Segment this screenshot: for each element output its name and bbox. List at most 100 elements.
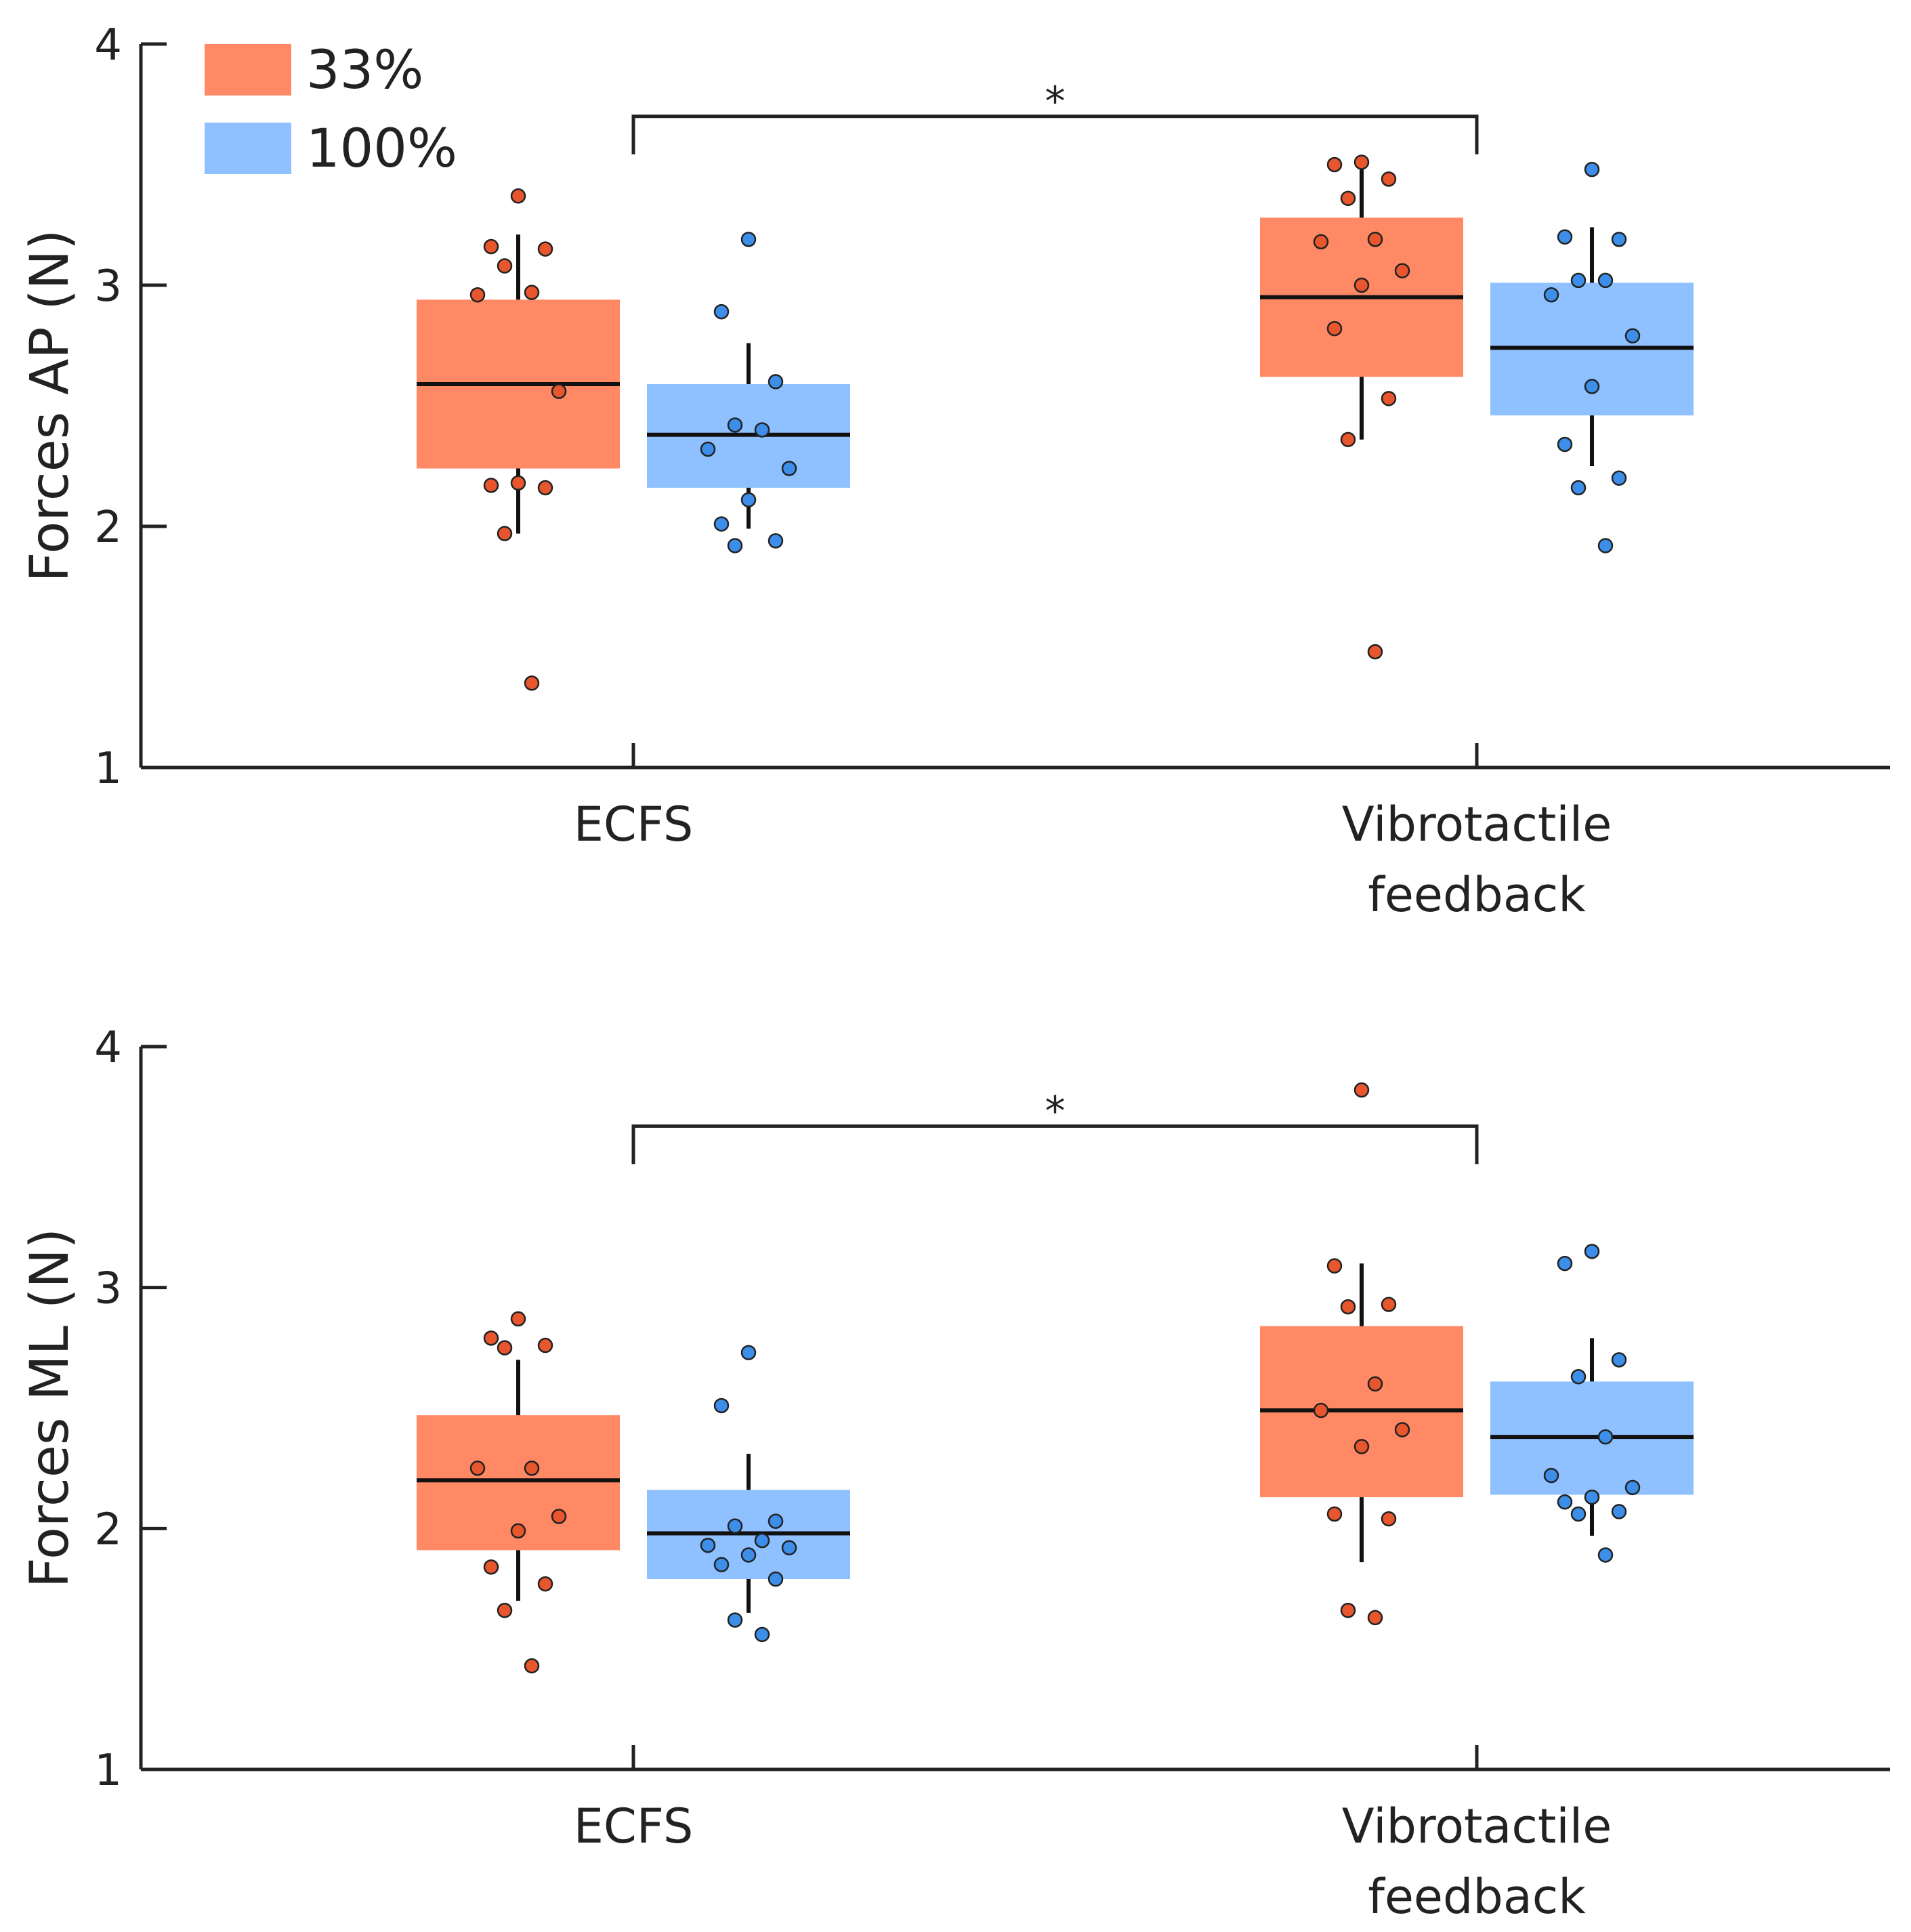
data-point [1597,538,1614,553]
data-point [1353,154,1370,170]
data-point [483,478,499,493]
data-point [1381,1511,1397,1527]
data-point [497,526,513,541]
significance-star: * [1045,78,1066,125]
data-point [740,492,757,508]
data-point [510,475,526,491]
y-axis-label: Forces AP (N) [20,230,81,583]
data-point [1570,1369,1587,1385]
data-point [1381,171,1397,187]
data-point [1557,229,1573,245]
data-point [768,1571,784,1587]
data-point [1597,272,1614,289]
data-point [1611,470,1627,486]
data-point [713,1557,730,1572]
data-point [1570,480,1587,496]
x-tick-label-ecfs: ECFS [574,1799,694,1854]
data-point [754,422,770,438]
data-point [524,1461,540,1476]
data-point [1381,1297,1397,1312]
data-point [768,1513,784,1529]
data-point [1597,1429,1614,1445]
box-33-ecfs [417,188,620,691]
significance-bracket [631,1124,1479,1164]
data-point [1326,320,1343,337]
data-point [1557,1494,1573,1510]
data-point [1624,328,1641,344]
data-point [1326,1506,1343,1522]
legend-label-100: 100% [306,119,457,180]
legend-swatch-33 [205,44,291,96]
data-point [1611,232,1627,247]
legend: 33% 100% [205,40,457,180]
data-point [497,258,513,274]
y-tick-label: 1 [94,1746,122,1796]
data-point [1557,1255,1573,1272]
data-point [727,1612,743,1628]
data-point [1381,391,1397,406]
x-tick-label-ecfs: ECFS [574,797,694,852]
data-point [1584,161,1600,177]
data-point [700,441,716,457]
box-100-ecfs [647,232,850,553]
x-tick-label-feedback: feedback [1368,1869,1586,1925]
data-point [700,1537,716,1553]
data-point [1326,156,1343,173]
box-33-ecfs [417,1311,620,1674]
data-point [1394,1422,1410,1437]
data-point [510,188,526,204]
data-point [754,1532,770,1549]
significance-bracket [631,114,1479,154]
data-point [483,238,499,255]
data-point [1584,1244,1600,1259]
data-point [1340,1603,1356,1618]
box-100-vibrotactile-feedback [1490,161,1694,553]
data-point [1557,436,1573,453]
data-point [524,675,540,691]
data-point [1394,263,1410,278]
data-point [1570,1506,1587,1522]
data-point [713,303,730,320]
data-point [740,1547,757,1563]
y-tick-label: 3 [94,261,122,312]
data-point [781,1540,797,1556]
data-point [524,285,540,300]
y-tick-label: 2 [94,1505,122,1555]
box-33-vibrotactile-feedback [1260,1082,1463,1626]
data-point [537,241,553,257]
data-point [1611,1352,1627,1368]
data-point [1353,1439,1370,1454]
data-point [469,1461,486,1476]
data-point [510,1523,526,1539]
data-point [497,1603,513,1618]
data-point [1340,190,1356,207]
data-point [768,374,784,390]
data-point [1340,1299,1356,1315]
data-point [1584,379,1600,394]
data-point [1353,1082,1370,1098]
x-tick-label-vibrotactile: Vibrotactile [1342,797,1612,852]
data-point [551,1509,567,1524]
data-point [768,533,784,549]
panel-1: 1 2 3 4 Forces AP (N) ECFS Vibrotactile feedbac… [20,20,1890,923]
data-point [1326,1258,1343,1274]
data-point [469,287,486,303]
box-100-ecfs [647,1345,850,1643]
data-point [483,1330,499,1346]
data-point [727,538,743,553]
data-point [524,1658,540,1674]
y-axis-label: Forces ML (N) [20,1228,81,1588]
data-point [1597,1547,1614,1563]
box-100-vibrotactile-feedback [1490,1244,1694,1563]
data-point [1611,1504,1627,1519]
data-point [537,480,553,496]
y-tick-label: 1 [94,744,122,794]
y-tick-label: 4 [94,1023,122,1073]
panel-2: 1 2 3 4 Forces ML (N) ECFS Vibrotactile feedbac… [20,1023,1890,1925]
data-point [1313,1402,1329,1419]
data-point [713,516,730,532]
data-point [727,417,743,433]
x-tick-label-feedback: feedback [1368,867,1586,923]
data-point [713,1398,730,1414]
